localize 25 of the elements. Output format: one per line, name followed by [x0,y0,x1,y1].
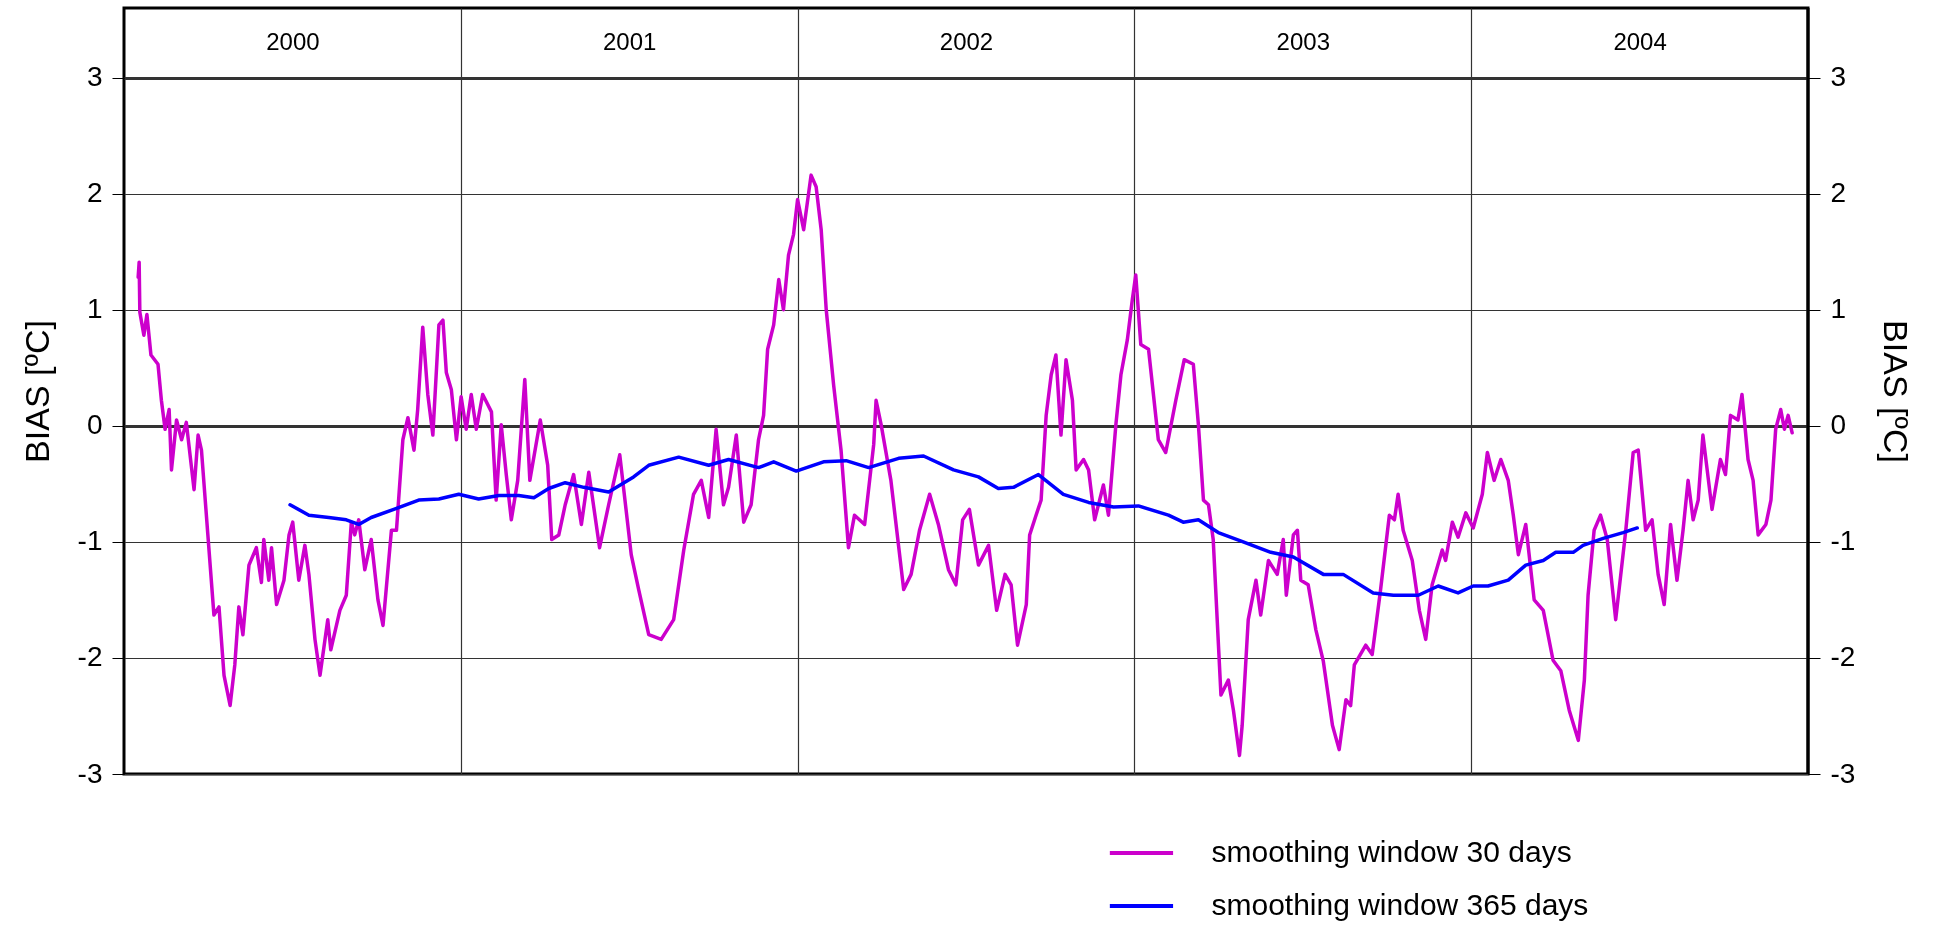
legend-label: smoothing window 365 days [1211,888,1589,921]
y-tick-label: 0 [86,409,103,441]
y2-tick-label: 0 [1830,409,1847,441]
x-tick-label: 2002 [939,28,994,56]
y2-tick-label: 3 [1830,61,1847,93]
y-tick-label: -3 [77,757,103,789]
x-tick-label: 2000 [266,28,320,56]
y2-axis-title: BIAS [ºC] [1877,320,1916,463]
y-axis-title: BIAS [ºC] [17,320,56,463]
y2-tick-label: 1 [1830,293,1847,325]
y2-tick-label: 2 [1830,177,1847,209]
line-series [288,454,1639,598]
x-tick-label: 2004 [1613,28,1667,56]
y-tick-label: -1 [77,525,103,557]
y-tick-label: 1 [86,293,103,325]
y2-tick-label: -1 [1830,525,1856,557]
y2-tick-label: -2 [1830,641,1856,673]
legend-label: smoothing window 30 days [1211,835,1572,868]
x-tick-label: 2003 [1276,28,1330,56]
line-series [136,173,1794,758]
y2-tick-label: -3 [1830,757,1856,789]
y-tick-label: 2 [86,177,103,209]
x-tick-label: 2001 [603,28,657,56]
y-tick-label: 3 [86,61,103,93]
y-tick-label: -2 [77,641,103,673]
